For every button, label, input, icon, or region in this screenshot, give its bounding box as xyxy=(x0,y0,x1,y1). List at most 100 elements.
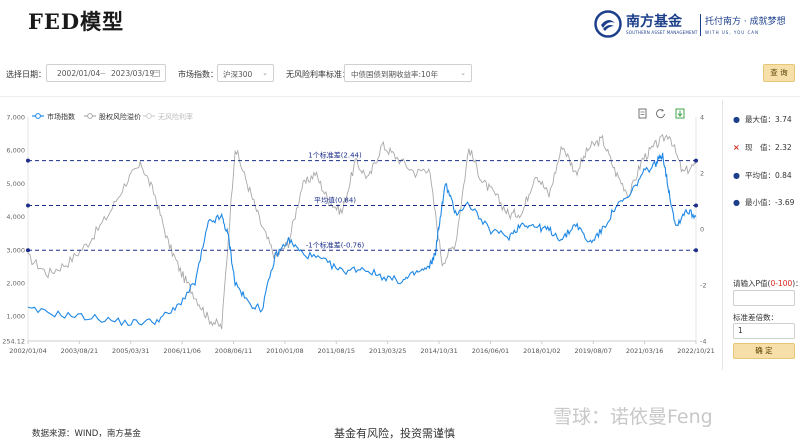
document-icon[interactable] xyxy=(638,108,647,119)
stat-mean: ● 平均值：0.84 xyxy=(733,170,792,181)
stat-current: × 现 值：2.32 xyxy=(733,142,792,153)
index-select-value: 沪深300 xyxy=(223,70,253,79)
reference-line-end-dot xyxy=(694,158,698,163)
brand-slogan-en: WITH US, YOU CAN xyxy=(705,30,759,35)
y-right-tick-label: 0 xyxy=(700,226,704,234)
y-left-tick-label: 6,000 xyxy=(6,147,25,155)
p-value-label-text: 请输入P值( xyxy=(733,279,771,288)
stat-max: ● 最大值：3.74 xyxy=(733,114,792,125)
data-source: 数据来源：WIND，南方基金 xyxy=(32,429,141,439)
stat-min-dot-icon: ● xyxy=(733,198,740,207)
x-tick-label: 2008/06/11 xyxy=(215,347,252,355)
date-range-picker[interactable]: 2002/01/04 ~ 2023/03/19 xyxy=(46,64,166,82)
reference-line-start-dot xyxy=(26,248,30,253)
x-tick-label: 2018/01/02 xyxy=(523,347,560,355)
stats-panel: ● 最大值：3.74 × 现 值：2.32 ● 平均值：0.84 ● 最小值：-3.69… xyxy=(722,100,800,370)
legend-riskfree-label[interactable]: 无风险利率 xyxy=(158,112,193,121)
riskfree-select[interactable]: 中债国债到期收益率:10年 ⌄ xyxy=(344,64,472,82)
reference-line-end-dot xyxy=(694,203,698,208)
legend-index-label[interactable]: 市场指数 xyxy=(47,112,75,121)
y-right-tick-label: 4 xyxy=(700,114,704,122)
brand-logo-icon xyxy=(594,10,622,38)
x-tick-label: 2014/10/31 xyxy=(420,347,457,355)
header: FED模型 南方基金 SOUTHERN ASSET MANAGEMENT 托付南… xyxy=(0,0,800,48)
risk-disclaimer: 基金有风险，投资需谨慎 xyxy=(334,427,455,440)
chevron-down-icon: ⌄ xyxy=(460,69,466,77)
reference-line-start-dot xyxy=(26,158,30,163)
reference-line-label: -1个标准差(-0.76) xyxy=(306,240,365,249)
sd-multiple-label: 标准差倍数： xyxy=(733,313,778,322)
chart-grid xyxy=(27,117,697,342)
stat-mean-text: 平均值：0.84 xyxy=(745,171,792,180)
y-left-tick-label: 2,000 xyxy=(6,280,25,288)
x-tick-label: 2013/03/25 xyxy=(369,347,406,355)
x-tick-label: 2002/01/04 xyxy=(9,347,46,355)
p-value-label-end: )： xyxy=(792,279,800,288)
x-tick-label: 2005/03/31 xyxy=(112,347,149,355)
riskfree-label: 无风险利率标准： xyxy=(286,70,350,79)
watermark: 雪球：诺依曼Feng xyxy=(553,406,713,428)
index-select[interactable]: 沪深300 ⌄ xyxy=(217,64,274,82)
confirm-button[interactable]: 确 定 xyxy=(733,343,795,359)
series-premium-line xyxy=(27,133,697,330)
stat-min-text: 最小值：-3.69 xyxy=(745,198,795,207)
p-value-input[interactable] xyxy=(733,290,795,306)
x-tick-label: 2003/08/21 xyxy=(61,347,98,355)
x-ticks: 2002/01/04 2003/08/21 2005/03/31 2006/11/06… xyxy=(9,341,715,355)
reference-line-start-dot xyxy=(26,203,30,208)
y-left-tick-label: 4,000 xyxy=(6,213,25,221)
legend-index-marker xyxy=(35,113,41,119)
stat-current-text: 现 值：2.32 xyxy=(745,143,792,152)
y-right-tick-label: 2 xyxy=(700,170,704,178)
x-tick-label: 2010/01/08 xyxy=(266,347,303,355)
stat-min: ● 最小值：-3.69 xyxy=(733,197,794,208)
page-title: FED模型 xyxy=(28,9,125,34)
stat-max-dot-icon: ● xyxy=(733,115,740,124)
brand-name: 南方基金 xyxy=(626,14,682,30)
y-right-ticks: 4 2 0 -2 -4 xyxy=(700,114,706,346)
brand-slogan: 托付南方 · 成就梦想 xyxy=(705,17,786,27)
y-left-ticks: 7,000 6,000 5,000 4,000 3,000 2,000 1,000 254.1… xyxy=(2,114,25,346)
date-label: 选择日期： xyxy=(6,70,46,79)
download-icon[interactable] xyxy=(675,108,685,119)
date-start: 2002/01/04 xyxy=(57,69,101,78)
brand-logo-group: 南方基金 SOUTHERN ASSET MANAGEMENT 托付南方 · 成就… xyxy=(594,10,794,38)
reference-bands: 1个标准差(2.44) 平均值(0.84) -1个标准差(-0.76) xyxy=(26,151,698,253)
legend-premium-label[interactable]: 股权风险溢价 xyxy=(99,112,141,121)
query-button[interactable]: 查 询 xyxy=(763,64,795,82)
calendar-icon xyxy=(152,70,160,77)
brand-name-en: SOUTHERN ASSET MANAGEMENT xyxy=(626,30,698,35)
y-left-tick-label: 3,000 xyxy=(6,246,25,254)
divider xyxy=(0,96,800,97)
p-value-range: 0-100 xyxy=(770,279,793,288)
x-tick-label: 2006/11/06 xyxy=(163,347,200,355)
stat-mean-dot-icon: ● xyxy=(733,171,740,180)
reference-line-end-dot xyxy=(694,248,698,253)
stat-max-text: 最大值：3.74 xyxy=(745,115,792,124)
index-label: 市场指数： xyxy=(178,70,218,79)
reference-line-label: 1个标准差(2.44) xyxy=(308,151,362,160)
chart-toolbar xyxy=(638,108,685,119)
reference-line-label: 平均值(0.84) xyxy=(314,195,356,204)
series-layer xyxy=(27,133,697,330)
date-end: 2023/03/19 xyxy=(111,69,155,78)
y-right-tick-label: -2 xyxy=(700,282,706,290)
y-right-tick-label: -4 xyxy=(700,338,706,346)
legend-riskfree-marker xyxy=(146,113,152,119)
refresh-icon[interactable] xyxy=(656,109,665,119)
date-separator: ~ xyxy=(100,69,107,78)
fed-model-chart: 7,000 6,000 5,000 4,000 3,000 2,000 1,000 254.1… xyxy=(2,108,715,355)
series-index-line xyxy=(27,152,697,327)
y-left-tick-label: 254.12 xyxy=(2,338,25,346)
x-tick-label: 2011/08/15 xyxy=(318,347,355,355)
sd-multiple-input[interactable]: 1 xyxy=(733,323,795,339)
legend-premium-marker xyxy=(87,113,93,119)
filter-bar: 选择日期： 2002/01/04 ~ 2023/03/19 市场指数： 沪深30… xyxy=(0,60,800,88)
chart-legend[interactable]: 市场指数 股权风险溢价 无风险利率 xyxy=(32,112,193,121)
y-left-tick-label: 1,000 xyxy=(6,313,25,321)
stat-current-cross-icon: × xyxy=(733,143,740,152)
p-value-label: 请输入P值(0-100)： xyxy=(733,278,800,289)
chevron-down-icon: ⌄ xyxy=(262,69,268,77)
x-tick-label: 2016/06/01 xyxy=(472,347,509,355)
y-left-tick-label: 7,000 xyxy=(6,114,25,122)
